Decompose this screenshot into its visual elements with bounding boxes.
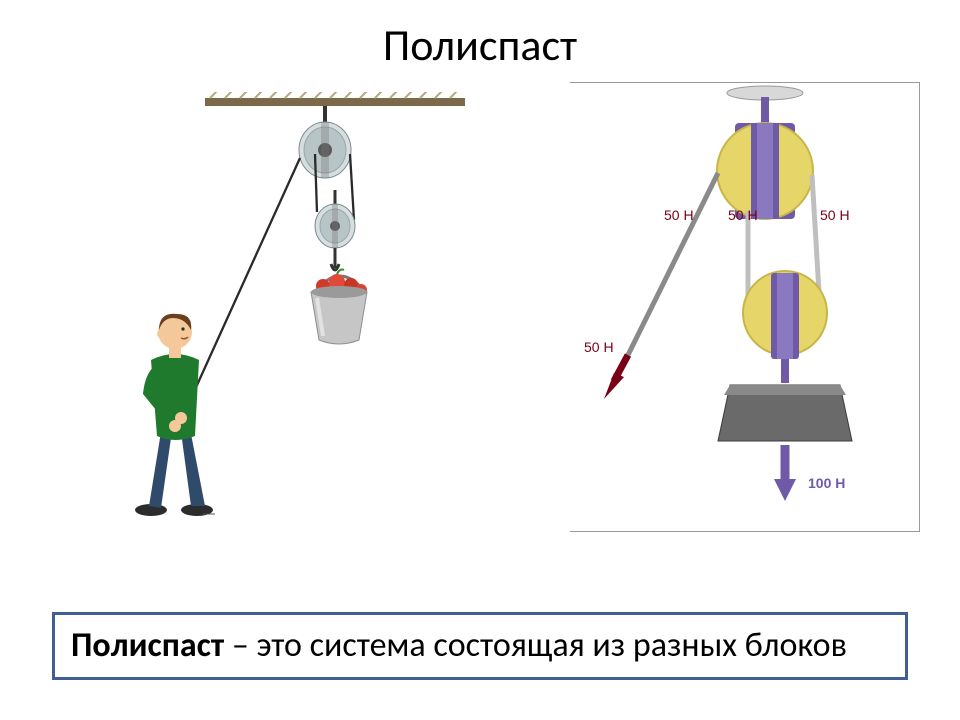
force-label-f3: 50 H: [820, 207, 850, 223]
force-label-load: 100 H: [808, 475, 845, 491]
slide-title: Полиспаст: [0, 0, 960, 72]
weight-block: [718, 385, 852, 441]
top-pulley: [299, 122, 351, 178]
force-label-f1: 50 H: [664, 207, 694, 223]
definition-box: Полиспаст – это система состоящая из раз…: [52, 612, 908, 681]
left-diagram-svg: [65, 92, 465, 522]
pull-arrow: [604, 355, 628, 399]
ceiling-hatch: [210, 92, 460, 98]
ceiling-bar: [205, 98, 465, 106]
bucket: [311, 270, 367, 345]
right-diagram-svg: [570, 83, 920, 533]
top-pulley-assembly: [717, 123, 813, 219]
bottom-pulley-assembly: [743, 271, 827, 383]
left-pulley-diagram: [65, 92, 465, 522]
force-label-pull: 50 H: [584, 339, 614, 355]
diagram-area: 50 H 50 H 50 H 50 H 100 H: [0, 72, 960, 602]
definition-term: Полиспаст: [71, 625, 224, 666]
weight-arrow: [774, 445, 796, 501]
right-pulley-diagram: 50 H 50 H 50 H 50 H 100 H: [570, 82, 920, 532]
force-label-f2: 50 H: [728, 207, 758, 223]
bottom-pulley: [315, 190, 355, 270]
person: [135, 314, 215, 516]
definition-text: – это система состоящая из разных блоков: [224, 625, 847, 666]
